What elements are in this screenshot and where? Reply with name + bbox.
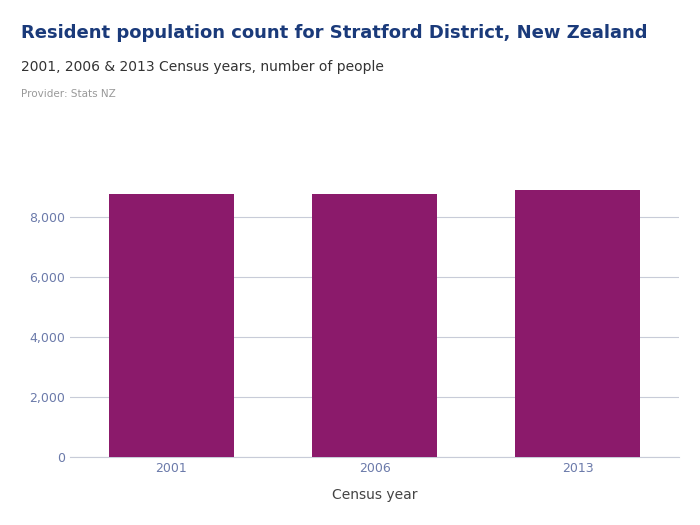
Bar xyxy=(108,194,234,457)
Bar xyxy=(514,190,640,457)
X-axis label: Census year: Census year xyxy=(332,488,417,502)
Text: Provider: Stats NZ: Provider: Stats NZ xyxy=(21,89,116,99)
Bar xyxy=(312,194,438,457)
Text: 2001, 2006 & 2013 Census years, number of people: 2001, 2006 & 2013 Census years, number o… xyxy=(21,60,384,75)
Text: figure.nz: figure.nz xyxy=(582,17,659,32)
Text: Resident population count for Stratford District, New Zealand: Resident population count for Stratford … xyxy=(21,24,648,41)
